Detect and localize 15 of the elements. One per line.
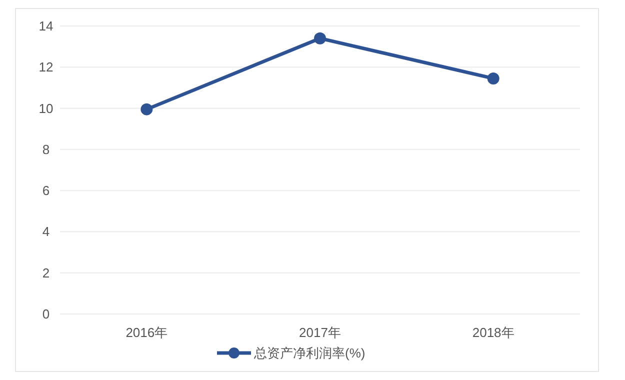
y-tick-label: 14: [38, 18, 54, 34]
legend-label: 总资产净利润率(%): [253, 346, 366, 360]
point: [140, 103, 153, 116]
y-tick-label: 0: [42, 306, 50, 322]
point: [487, 72, 500, 84]
y-tick-label: 10: [38, 100, 54, 116]
y-tick-label: 12: [38, 60, 54, 75]
x-tick-label: 2018年: [472, 325, 514, 340]
x-tick-label: 2016年: [126, 325, 168, 340]
y-tick-label: 8: [42, 142, 50, 157]
y-tick-label: 2: [42, 265, 50, 280]
y-tick-label: 4: [42, 224, 50, 240]
x-tick-label: 2017年: [299, 325, 341, 340]
point: [314, 32, 326, 44]
y-tick-label: 6: [42, 183, 50, 198]
